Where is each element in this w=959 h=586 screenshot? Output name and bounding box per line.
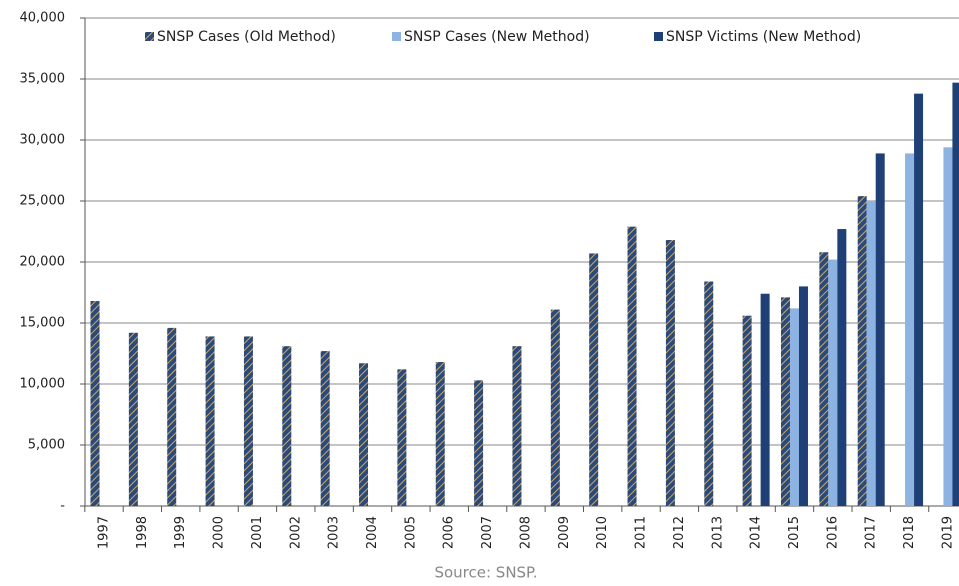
y-tick-label: 5,000 [28, 438, 65, 453]
x-tick-label: 2002 [288, 516, 303, 549]
bar [627, 226, 637, 506]
bar [760, 293, 770, 506]
x-tick-label: 2011 [634, 516, 649, 549]
bar [90, 301, 100, 506]
bar [857, 196, 867, 506]
x-tick-label: 2015 [787, 516, 802, 549]
x-tick-label: 2004 [365, 516, 380, 549]
legend-label: SNSP Cases (Old Method) [157, 29, 336, 45]
y-tick-label: 35,000 [20, 72, 66, 87]
legend-swatch [145, 32, 154, 41]
x-tick-label: 2019 [940, 516, 955, 549]
bar [952, 82, 959, 506]
bar [789, 308, 799, 506]
bar [780, 297, 790, 506]
y-tick-label: - [60, 499, 65, 514]
x-tick-label: 2018 [902, 516, 917, 549]
x-tick-label: 1998 [135, 516, 150, 549]
bar [798, 286, 808, 506]
bar [943, 147, 953, 506]
bar [742, 315, 752, 506]
bar [875, 153, 885, 507]
x-tick-label: 2014 [749, 516, 764, 549]
bar [914, 93, 924, 506]
bar [665, 240, 675, 507]
bar [866, 201, 876, 506]
y-tick-label: 10,000 [20, 377, 66, 392]
bar [905, 153, 915, 507]
bar [205, 336, 215, 506]
bar [819, 252, 829, 506]
x-tick-label: 2008 [518, 516, 533, 549]
legend-label: SNSP Cases (New Method) [404, 29, 590, 45]
bar [167, 327, 177, 506]
y-tick-label: 20,000 [20, 255, 66, 270]
x-tick-label: 2000 [212, 516, 227, 549]
y-tick-label: 25,000 [20, 194, 66, 209]
bar [359, 363, 369, 506]
x-tick-label: 2009 [557, 516, 572, 549]
x-tick-label: 2017 [864, 516, 879, 549]
x-tick-label: 2007 [480, 516, 495, 549]
legend-swatch [392, 32, 401, 41]
legend-swatch [654, 32, 663, 41]
x-tick-label: 2001 [250, 516, 265, 549]
y-tick-label: 40,000 [20, 11, 66, 26]
bar [243, 336, 253, 506]
y-tick-label: 30,000 [20, 133, 66, 148]
legend-label: SNSP Victims (New Method) [666, 29, 861, 45]
bar [837, 229, 847, 506]
x-tick-label: 1997 [97, 516, 112, 549]
x-tick-label: 2005 [403, 516, 418, 549]
x-tick-label: 2003 [327, 516, 342, 549]
bar [474, 380, 484, 506]
source: Source: SNSP. [434, 564, 537, 582]
bar [320, 351, 330, 506]
bar [589, 253, 599, 506]
x-tick-label: 1999 [173, 516, 188, 549]
x-tick-label: 2012 [672, 516, 687, 549]
bar [435, 362, 445, 506]
bar [512, 346, 522, 506]
y-tick-label: 15,000 [20, 316, 66, 331]
x-tick-label: 2016 [825, 516, 840, 549]
bar [550, 309, 560, 506]
bar [704, 281, 714, 506]
x-tick-label: 2006 [442, 516, 457, 549]
bar [282, 346, 292, 506]
x-tick-label: 2010 [595, 516, 610, 549]
bar [128, 332, 138, 506]
bar [828, 259, 838, 506]
x-tick-label: 2013 [710, 516, 725, 549]
bar [397, 369, 407, 506]
